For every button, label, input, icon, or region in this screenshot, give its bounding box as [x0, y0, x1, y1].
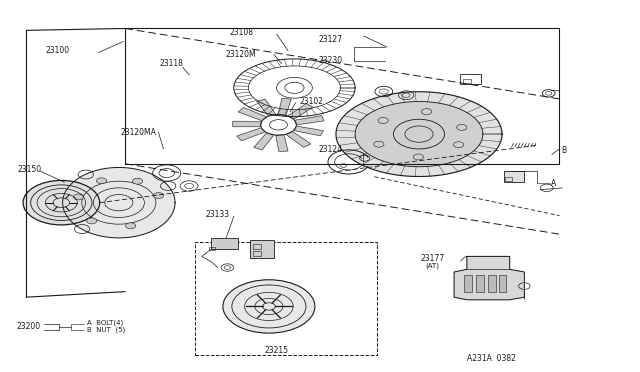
- Circle shape: [86, 218, 97, 224]
- Text: 23102: 23102: [300, 97, 324, 106]
- Text: B  NUT  (5): B NUT (5): [87, 326, 125, 333]
- Polygon shape: [257, 99, 276, 116]
- Circle shape: [74, 194, 84, 200]
- Text: B: B: [561, 146, 566, 155]
- Bar: [253, 251, 260, 256]
- Bar: [209, 247, 215, 250]
- Text: (AT): (AT): [426, 262, 440, 269]
- Bar: [253, 244, 260, 249]
- Text: 23200: 23200: [17, 321, 41, 331]
- Circle shape: [154, 193, 164, 199]
- Bar: [499, 275, 506, 292]
- Polygon shape: [63, 167, 175, 238]
- Text: 23108: 23108: [229, 28, 253, 37]
- Polygon shape: [288, 103, 313, 119]
- Polygon shape: [232, 121, 261, 126]
- Circle shape: [132, 178, 143, 184]
- Text: 23150: 23150: [18, 165, 42, 174]
- Text: 23133: 23133: [205, 211, 229, 219]
- Polygon shape: [278, 98, 291, 115]
- Text: 23120M: 23120M: [225, 50, 256, 59]
- Bar: [195, 241, 378, 355]
- Polygon shape: [294, 116, 324, 125]
- Polygon shape: [254, 133, 274, 150]
- Text: 23124: 23124: [319, 145, 343, 154]
- Circle shape: [125, 223, 136, 229]
- Bar: [476, 275, 484, 292]
- Bar: [505, 177, 511, 181]
- Bar: [211, 238, 238, 249]
- Text: A: A: [551, 179, 556, 188]
- Polygon shape: [276, 135, 288, 151]
- Polygon shape: [237, 128, 265, 141]
- Bar: [461, 74, 481, 84]
- Text: 23230: 23230: [319, 56, 343, 65]
- Polygon shape: [454, 256, 524, 300]
- Polygon shape: [355, 102, 483, 167]
- Bar: [465, 275, 472, 292]
- Polygon shape: [286, 131, 311, 147]
- Bar: [504, 171, 524, 182]
- Text: A231A  0382: A231A 0382: [467, 354, 516, 363]
- Bar: [250, 240, 274, 258]
- Bar: [488, 275, 495, 292]
- Text: 23120MA: 23120MA: [121, 128, 157, 137]
- Polygon shape: [238, 108, 267, 121]
- Text: 23100: 23100: [45, 46, 70, 55]
- Circle shape: [223, 280, 315, 333]
- Polygon shape: [336, 92, 502, 176]
- Circle shape: [23, 180, 100, 225]
- Bar: [463, 79, 470, 83]
- Text: 23118: 23118: [159, 59, 183, 68]
- Text: 23215: 23215: [264, 346, 289, 355]
- Circle shape: [97, 178, 107, 184]
- Text: A  BOLT(4): A BOLT(4): [87, 320, 123, 326]
- Text: 23177: 23177: [421, 254, 445, 263]
- Text: 23127: 23127: [319, 35, 343, 44]
- Polygon shape: [294, 126, 323, 136]
